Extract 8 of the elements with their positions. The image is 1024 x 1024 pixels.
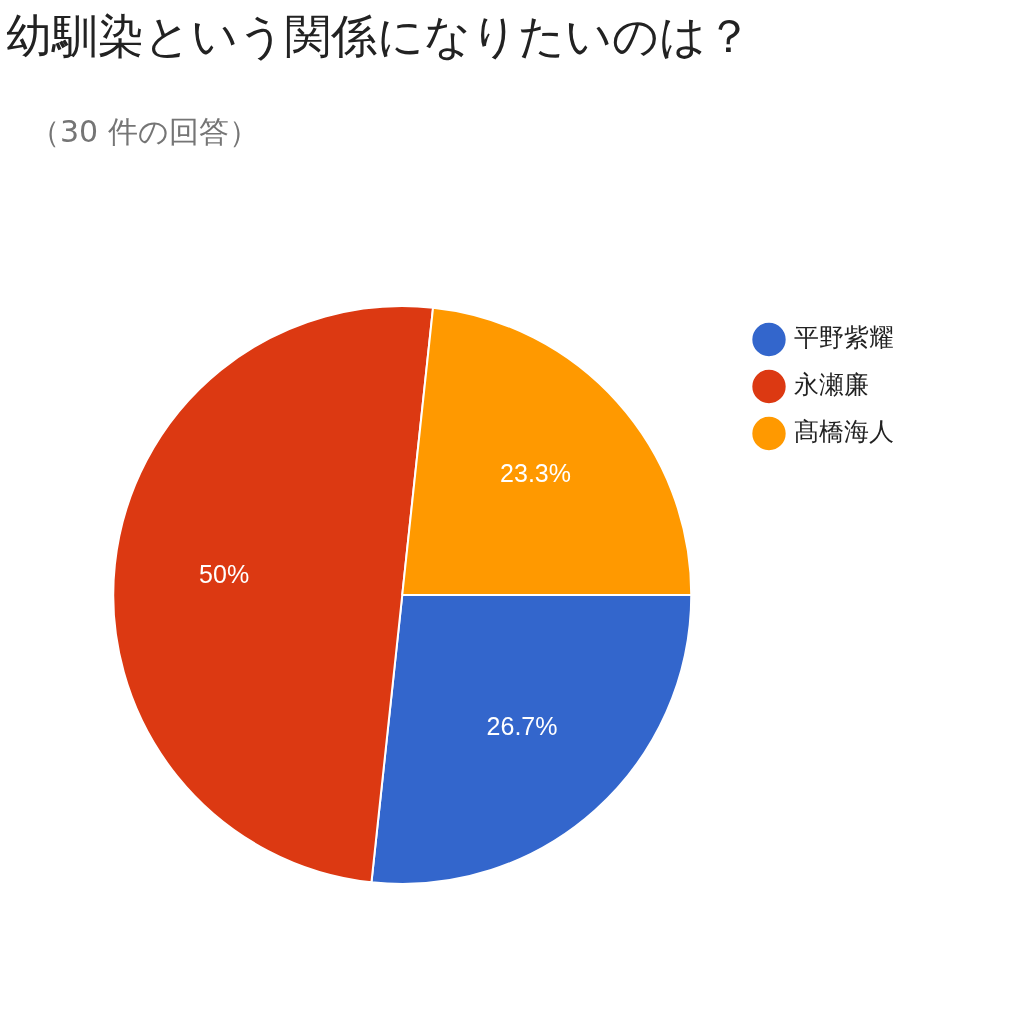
chart-title: 幼馴染という関係になりたいのは？ <box>6 8 752 65</box>
legend-label: 平野紫耀 <box>794 323 894 352</box>
data-label: 26.7% <box>486 712 558 741</box>
data-label: 50% <box>199 559 250 588</box>
legend-label: 髙橋海人 <box>794 417 894 446</box>
legend-label: 永瀬廉 <box>794 370 869 399</box>
data-label: 23.3% <box>500 459 571 488</box>
chart-subtitle: （30 件の回答） <box>30 113 259 151</box>
